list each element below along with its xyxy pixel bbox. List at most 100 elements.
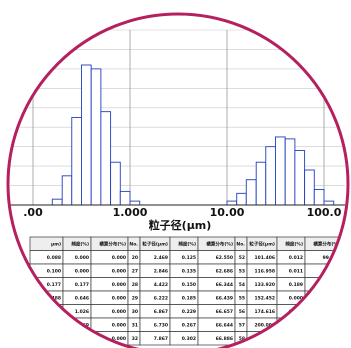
table-cell [304, 317, 343, 332]
cell-text: 66.886 [216, 336, 233, 342]
cell-text: 52 [239, 255, 245, 261]
table-cell [304, 331, 343, 346]
cell-text: 30 [132, 309, 138, 315]
bar [90, 68, 102, 206]
header-text: 粒子径(μm) [142, 240, 168, 247]
bar [119, 190, 131, 206]
cell-text: 116.958 [255, 268, 276, 274]
cell-text: 0.088 [47, 255, 61, 261]
table-cell [304, 290, 343, 305]
cell-text: 0.011 [289, 268, 303, 274]
cell-text: 62.686 [216, 268, 233, 274]
cell-text: 31 [132, 322, 138, 328]
cell-text: 53 [239, 268, 245, 274]
lens-border [6, 12, 350, 348]
cell-text: 0.736 [47, 322, 61, 328]
cell-text: 100.000 [320, 295, 341, 301]
bar [255, 161, 267, 206]
header-text: 頻度(%) [71, 240, 89, 247]
bar [61, 175, 73, 206]
x-tick-label: .00 [23, 206, 43, 219]
cell-text: 7.867 [154, 336, 168, 342]
cell-text: 100.000 [320, 336, 341, 342]
header-text: 積算分布(%) [205, 240, 233, 247]
cell-text: 0.000 [112, 268, 126, 274]
x-axis-label: 粒子径(μm) [149, 218, 212, 232]
header-text: 頻度(%) [178, 240, 196, 247]
cell-text: 66.439 [216, 295, 233, 301]
cell-text: 0.598 [47, 309, 61, 315]
cell-text: 0.859 [47, 336, 61, 342]
cell-text: 55 [239, 295, 245, 301]
cell-text: 20 [132, 255, 138, 261]
bar [265, 146, 276, 206]
table-cell [304, 304, 343, 319]
table-cell [62, 331, 92, 346]
cell-text: 0.000 [112, 322, 126, 328]
bar [100, 111, 112, 206]
cell-text: 0.000 [289, 336, 303, 342]
cell-text: 0.000 [75, 255, 89, 261]
cell-text: 28 [132, 282, 138, 288]
header-text: No. [236, 241, 245, 247]
cell-text: 0.267 [182, 322, 196, 328]
header-text: 頻度(%) [285, 240, 303, 247]
table-cell [29, 317, 64, 332]
cell-text: 0.177 [47, 282, 61, 288]
cell-text: 0.000 [112, 336, 126, 342]
cell-text: 0.229 [182, 309, 196, 315]
cell-text: 174.616 [255, 309, 276, 315]
header-text: No. [129, 241, 138, 247]
x-tick-label: 1.000 [113, 206, 148, 219]
cell-text: 133.920 [255, 282, 276, 288]
bar [294, 150, 306, 206]
cell-text: 6.730 [154, 322, 168, 328]
cell-text: 0.177 [75, 282, 89, 288]
bar [129, 200, 141, 206]
bar [323, 200, 335, 206]
cell-text: 6.867 [154, 309, 168, 315]
x-tick-label: 100.0 [307, 206, 342, 219]
header-text: 積算分布(%) [312, 240, 340, 247]
cell-text: 0.185 [182, 295, 196, 301]
cell-text: 0.000 [75, 268, 89, 274]
header-text: 粒子径(μm) [249, 240, 275, 247]
cell-text: 6.222 [154, 295, 168, 301]
bar [81, 64, 92, 206]
cell-text: 0.000 [112, 282, 126, 288]
cell-text: 2.846 [154, 268, 168, 274]
cell-text: 0.000 [289, 295, 303, 301]
cell-text: 66.644 [216, 322, 233, 328]
bar [304, 169, 315, 206]
cell-text: 6.594 [75, 336, 89, 342]
cell-text: 0.302 [182, 336, 196, 342]
bar [226, 200, 238, 206]
bar [275, 136, 286, 206]
cell-text: 0.000 [112, 295, 126, 301]
bar [51, 198, 63, 206]
bar [284, 138, 296, 206]
cell-text: 57 [239, 322, 245, 328]
cell-text: 66.657 [216, 309, 233, 315]
cell-text: 32 [132, 336, 138, 342]
cell-text: 58 [239, 336, 245, 342]
cell-text: 101.406 [255, 255, 276, 261]
cell-text: 0.125 [182, 255, 196, 261]
cell-text: 0.000 [112, 309, 126, 315]
cell-text: 29 [132, 295, 138, 301]
cell-text: 66.344 [216, 282, 233, 288]
x-tick-label: 10.00 [210, 206, 245, 219]
header-text: μm) [51, 241, 61, 247]
bar [245, 179, 257, 206]
cell-text: 0.012 [289, 255, 303, 261]
cell-text: 1.026 [75, 309, 89, 315]
cell-text: 0.135 [182, 268, 196, 274]
cell-text: 152.452 [255, 295, 276, 301]
cell-text: 0.000 [112, 255, 126, 261]
cell-text: 4.422 [154, 282, 168, 288]
cell-text: 200.000 [255, 322, 276, 328]
table-cell [29, 331, 64, 346]
bar [71, 117, 82, 206]
cell-text: 56 [239, 309, 245, 315]
